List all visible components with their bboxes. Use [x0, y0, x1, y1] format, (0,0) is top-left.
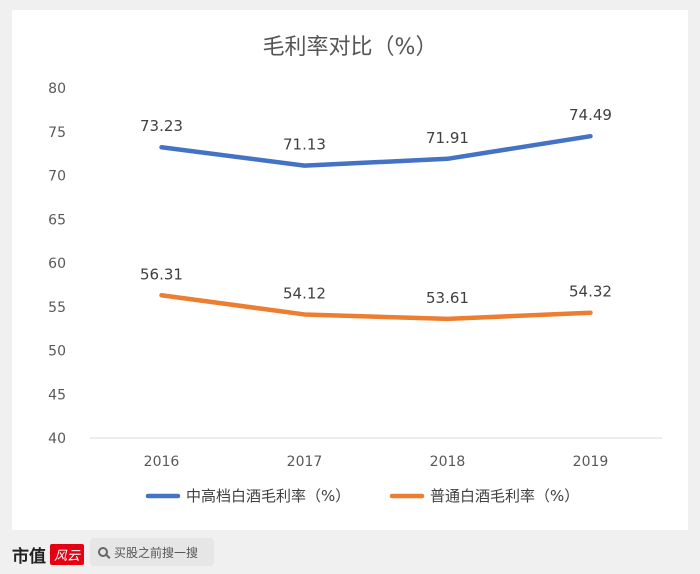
- y-tick-label: 40: [48, 431, 66, 447]
- y-tick-label: 75: [48, 125, 66, 141]
- search-icon: [98, 547, 108, 557]
- x-tick-label: 2016: [144, 454, 180, 470]
- y-tick-label: 45: [48, 387, 66, 403]
- x-tick-label: 2019: [573, 454, 609, 470]
- y-tick-label: 70: [48, 169, 66, 185]
- y-tick-label: 55: [48, 300, 66, 316]
- data-label: 74.49: [569, 106, 612, 124]
- legend-label-1: 中高档白酒毛利率（%）: [186, 487, 350, 505]
- x-tick-label: 2017: [287, 454, 323, 470]
- series-line-2: [159, 293, 593, 322]
- search-placeholder: 买股之前搜一搜: [114, 545, 199, 560]
- y-tick-label: 80: [48, 81, 66, 97]
- y-tick-label: 50: [48, 344, 66, 360]
- data-label: 73.23: [140, 117, 183, 135]
- series-line-1: [159, 133, 593, 168]
- data-label: 71.91: [426, 129, 469, 147]
- data-label: 56.31: [140, 265, 183, 283]
- y-tick-label: 60: [48, 256, 66, 272]
- line-chart: 毛利率对比（%） 40 45 50 55 60 65 70 75 80 2016 2017 2018…: [48, 35, 662, 505]
- data-label: 54.12: [283, 284, 326, 302]
- footer-bar: 市值 风云 买股之前搜一搜: [0, 530, 700, 574]
- x-tick-label: 2018: [430, 454, 466, 470]
- brand-logo: 市值 风云: [12, 542, 85, 567]
- brand-mark: 风云: [50, 544, 85, 565]
- legend-label-2: 普通白酒毛利率（%）: [430, 487, 579, 505]
- data-label: 54.32: [569, 283, 612, 301]
- data-label: 53.61: [426, 289, 469, 307]
- brand-text: 市值: [12, 547, 46, 567]
- chart-card: 毛利率对比（%） 40 45 50 55 60 65 70 75 80 2016 2017 2018…: [12, 10, 688, 530]
- y-tick-label: 65: [48, 212, 66, 228]
- search-box[interactable]: 买股之前搜一搜: [90, 538, 214, 566]
- chart-title: 毛利率对比（%）: [263, 35, 438, 60]
- data-label: 71.13: [283, 136, 326, 154]
